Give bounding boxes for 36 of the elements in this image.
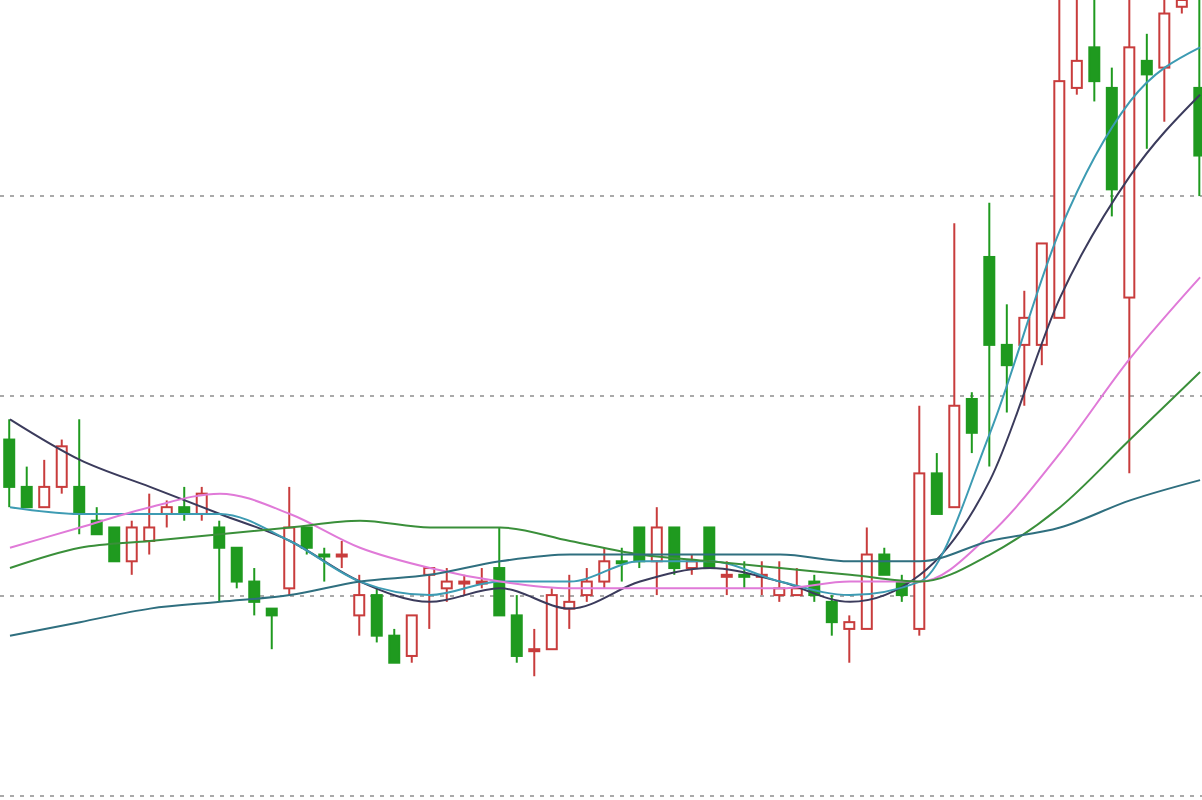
candlestick	[1140, 32, 1153, 150]
candlestick	[318, 546, 331, 583]
candlestick	[3, 418, 16, 509]
candlestick	[353, 573, 366, 637]
candlestick	[143, 492, 156, 556]
candlestick	[265, 607, 278, 651]
candlestick	[738, 560, 751, 590]
candlestick	[510, 594, 523, 664]
candlestick	[878, 546, 891, 576]
candlestick	[440, 567, 453, 603]
candlestick	[1000, 303, 1013, 414]
candlestick	[370, 587, 383, 644]
candlestick	[615, 546, 628, 583]
candlestick	[825, 594, 838, 637]
candlestick	[1088, 0, 1101, 103]
candlestick	[843, 614, 856, 664]
candlestick	[598, 546, 611, 590]
candlestick	[405, 614, 418, 664]
candlestick	[108, 526, 121, 563]
candlestick	[125, 519, 138, 576]
candlestick	[335, 540, 348, 570]
candlestick	[528, 627, 541, 678]
candlestick	[248, 567, 261, 617]
candlestick	[73, 418, 86, 536]
candlestick	[213, 519, 226, 603]
candlestick	[388, 627, 401, 664]
candlestick	[38, 458, 51, 509]
candlestick	[493, 526, 506, 617]
candlestick	[230, 546, 243, 590]
candlestick	[930, 452, 943, 515]
candlestick	[55, 438, 68, 495]
candlestick	[300, 526, 313, 556]
candlestick	[458, 573, 471, 597]
candlestick	[720, 560, 733, 597]
candlestick	[20, 465, 33, 509]
candlestick	[965, 391, 978, 455]
